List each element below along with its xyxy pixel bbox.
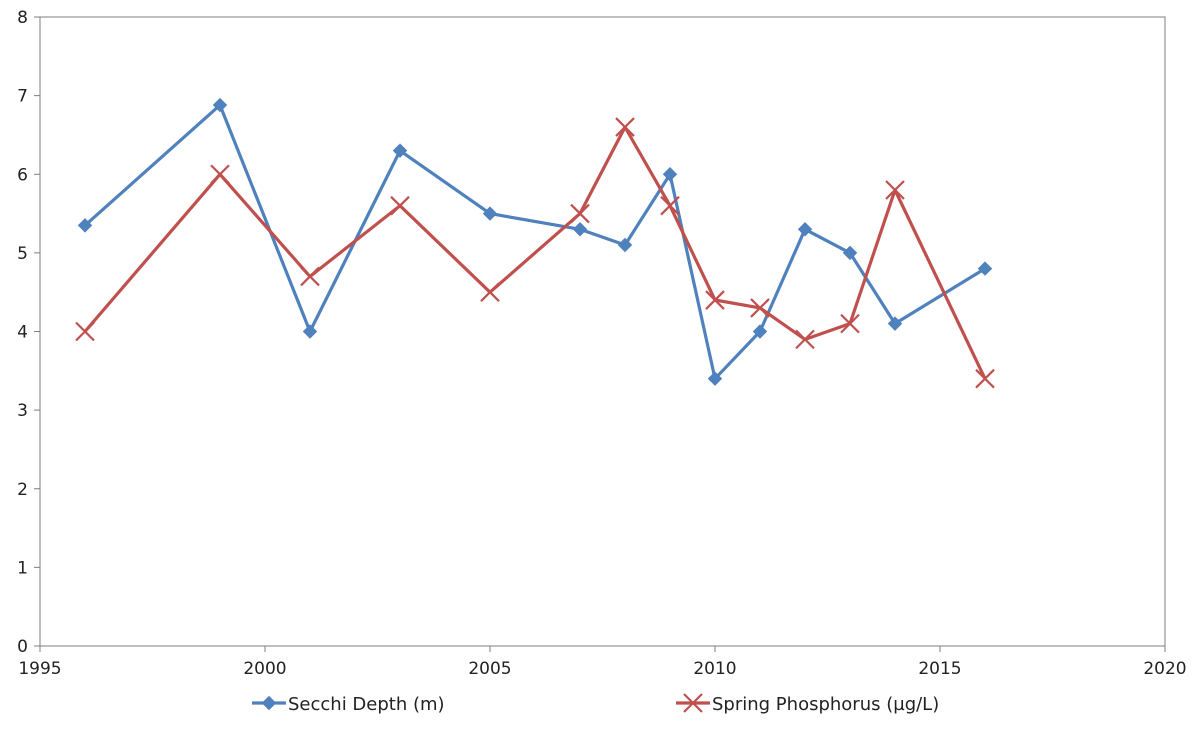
y-tick-label: 6 <box>17 165 28 185</box>
y-tick-label: 0 <box>17 637 28 657</box>
y-tick-label: 5 <box>17 244 28 264</box>
data-point <box>660 195 680 216</box>
data-point <box>840 313 860 334</box>
data-point <box>752 324 768 339</box>
data-point <box>977 261 993 276</box>
data-point <box>842 245 858 261</box>
data-point <box>482 206 498 221</box>
y-tick-label: 1 <box>17 558 28 578</box>
data-point <box>885 180 905 200</box>
data-point <box>750 298 770 318</box>
data-point <box>797 222 813 237</box>
x-tick-label: 2000 <box>243 659 286 679</box>
legend: Secchi Depth (m) Spring Phosphorus (µg/L) <box>252 693 939 715</box>
data-point <box>615 117 635 137</box>
series-2 <box>75 117 995 389</box>
y-tick-label: 3 <box>17 401 28 421</box>
legend-marker <box>683 693 703 713</box>
legend-item: Secchi Depth (m) <box>252 694 445 715</box>
series-line <box>83 103 986 381</box>
data-point <box>390 195 410 216</box>
legend-marker <box>261 695 277 711</box>
data-point <box>975 368 995 389</box>
y-tick-label: 2 <box>17 480 28 500</box>
data-point <box>570 203 590 224</box>
plot-area <box>39 16 1166 647</box>
y-tick-label: 8 <box>17 8 28 28</box>
legend-label: Spring Phosphorus (µg/L) <box>712 694 939 715</box>
data-point <box>707 371 723 386</box>
x-tick-label: 2010 <box>693 659 736 679</box>
data-point <box>662 167 678 182</box>
data-point <box>572 222 588 237</box>
series-layer <box>75 97 995 389</box>
plot-border <box>39 16 1166 647</box>
legend-label: Secchi Depth (m) <box>288 694 445 715</box>
y-tick-label: 4 <box>17 323 28 343</box>
data-point <box>75 321 95 342</box>
series-1 <box>77 97 993 386</box>
data-point <box>617 237 633 253</box>
data-point <box>210 164 230 185</box>
data-point <box>795 329 815 350</box>
x-axis: 1995 2000 2005 2010 2015 2020 <box>18 646 1187 679</box>
data-point <box>887 316 903 331</box>
data-point <box>705 290 725 310</box>
data-point <box>77 218 93 233</box>
legend-item: Spring Phosphorus (µg/L) <box>676 693 939 715</box>
data-point <box>302 324 318 339</box>
y-tick-label: 7 <box>17 87 28 107</box>
data-point <box>300 266 320 287</box>
y-axis: 0 1 2 3 4 5 6 7 8 <box>17 8 40 657</box>
data-point <box>480 282 500 302</box>
data-point <box>392 143 408 158</box>
data-point <box>212 97 228 113</box>
series-line <box>83 125 987 380</box>
x-tick-label: 1995 <box>18 659 61 679</box>
x-tick-label: 2005 <box>468 659 511 679</box>
x-tick-label: 2020 <box>1143 659 1186 679</box>
x-tick-label: 2015 <box>918 659 961 679</box>
